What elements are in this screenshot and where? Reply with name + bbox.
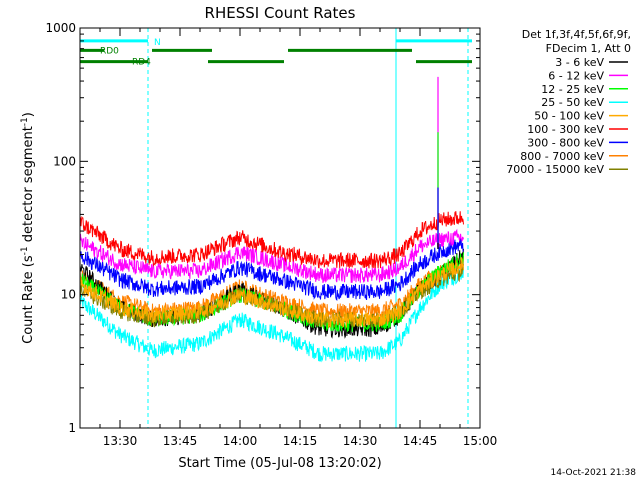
y-label-superscript: -1 [20, 117, 30, 126]
series-line-300-800-kev [79, 237, 464, 301]
x-tick-label-1345: 13:45 [163, 434, 198, 448]
y-label-part: ) [21, 112, 36, 117]
legend-label-100-300-kev: 100 - 300 keV [527, 123, 604, 136]
legend-label-7000-15000-kev: 7000 - 15000 keV [506, 163, 604, 176]
series-line-6-12-kev [79, 228, 464, 284]
chart-title: RHESSI Count Rates [205, 4, 356, 22]
series-line-50-100-kev [79, 257, 464, 329]
legend-header-1: Det 1f,3f,4f,5f,6f,9f, [522, 28, 631, 41]
x-tick-label-1400: 14:00 [223, 434, 258, 448]
legend: Det 1f,3f,4f,5f,6f,9f,FDecim 1, Att 03 -… [506, 28, 631, 176]
x-axis: 13:30 13:45 14:00 14:15 14:30 14:45 15:00 [99, 28, 498, 448]
legend-label-12-25-kev: 12 - 25 keV [541, 83, 604, 96]
y-tick-label-10: 10 [61, 288, 76, 302]
attenuator-label-rd0: RD0 [100, 46, 119, 56]
legend-label-25-50-kev: 25 - 50 keV [541, 96, 604, 109]
y-tick-label-1000: 1000 [45, 21, 76, 35]
x-tick-label-1330: 13:30 [103, 434, 138, 448]
plot-content: N RD0 RD4 [79, 28, 472, 428]
y-axis-label: Count Rate (s-1 detector segment-1) [20, 112, 36, 344]
legend-label-6-12-kev: 6 - 12 keV [548, 69, 604, 82]
timestamp: 14-Oct-2021 21:38 [551, 468, 637, 478]
y-label-superscript: -1 [20, 246, 30, 255]
x-tick-label-1445: 14:45 [403, 434, 438, 448]
y-label-part: Count Rate (s [21, 255, 36, 344]
legend-header-2: FDecim 1, Att 0 [546, 42, 631, 55]
x-tick-label-1500: 15:00 [463, 434, 498, 448]
series-line-25-50-kev [79, 266, 464, 363]
y-axis: 1 10 100 1000 [45, 21, 480, 435]
legend-label-50-100-kev: 50 - 100 keV [534, 110, 604, 123]
y-tick-label-1: 1 [68, 421, 76, 435]
y-label-part: detector segment [21, 126, 36, 246]
x-axis-label: Start Time (05-Jul-08 13:20:02) [178, 456, 381, 471]
legend-label-3-6-kev: 3 - 6 keV [555, 56, 604, 69]
attenuator-label-rd4: RD4 [132, 58, 151, 68]
night-label: N [154, 38, 161, 48]
legend-label-300-800-kev: 300 - 800 keV [527, 136, 604, 149]
x-tick-label-1430: 14:30 [343, 434, 378, 448]
x-tick-label-1415: 14:15 [283, 434, 318, 448]
y-tick-label-100: 100 [53, 154, 76, 168]
legend-label-800-7000-kev: 800 - 7000 keV [520, 150, 604, 163]
series-line-100-300-kev [79, 211, 464, 269]
